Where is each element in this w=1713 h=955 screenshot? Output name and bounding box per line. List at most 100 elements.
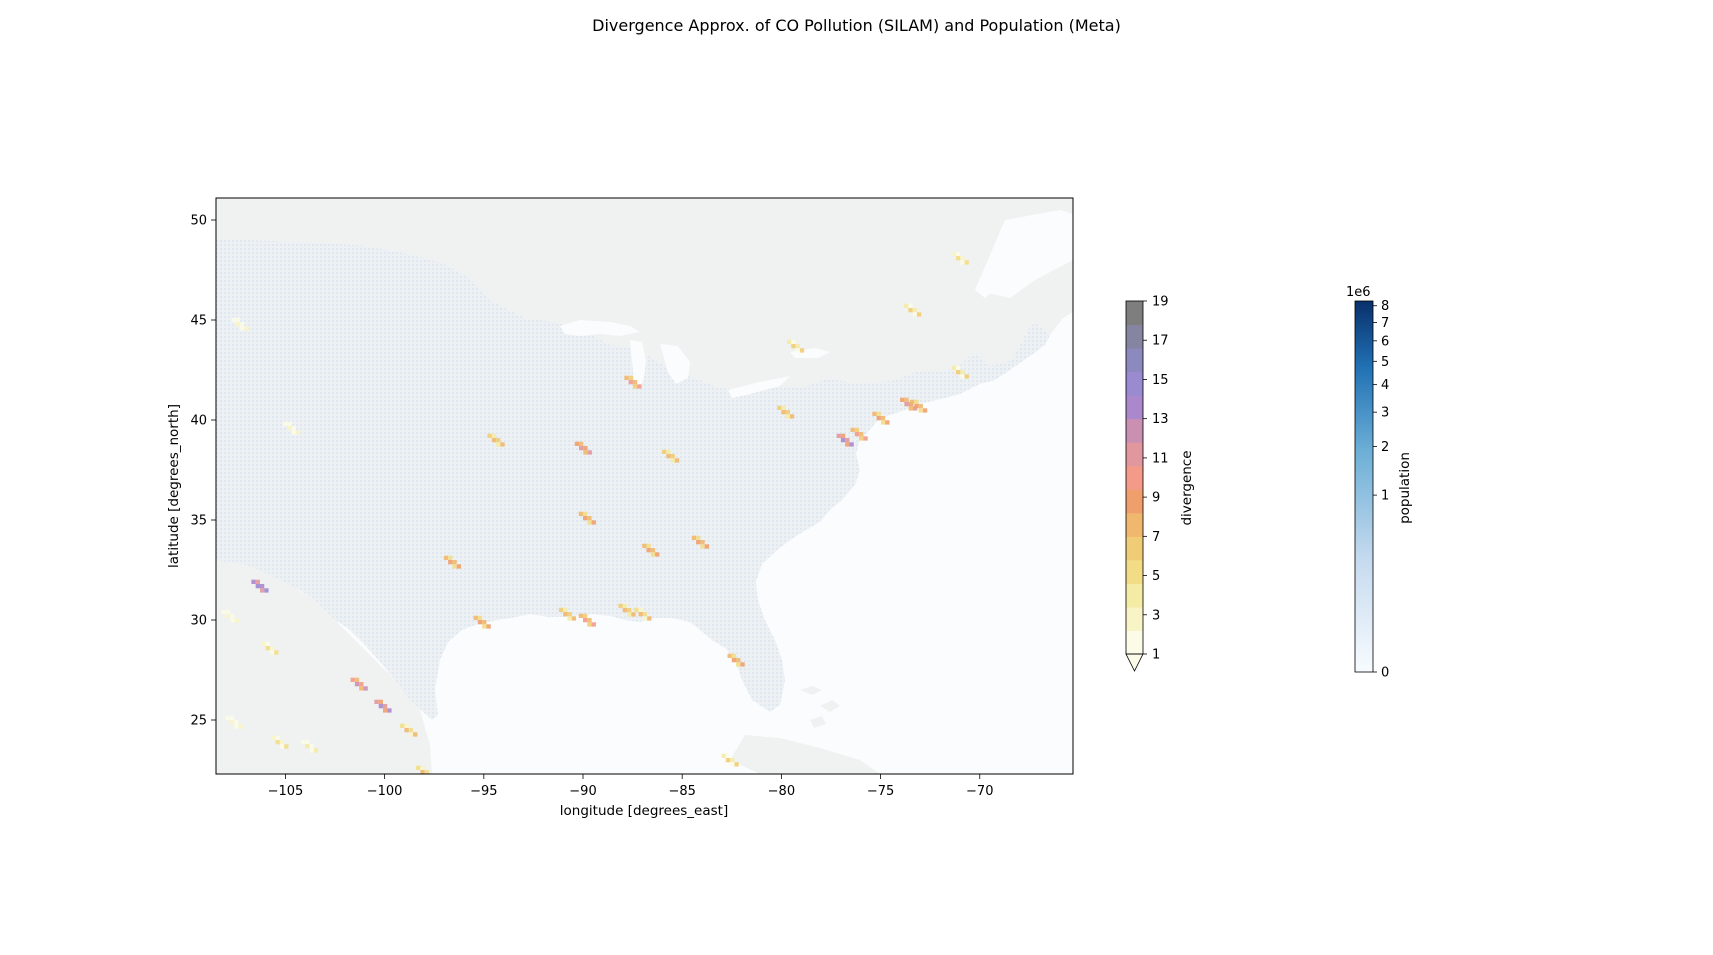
hotspot-cell (632, 384, 638, 389)
hotspot-cell (908, 406, 913, 411)
divergence-hotspot (558, 607, 577, 621)
hotspot-cell (650, 548, 656, 553)
divergence-hotspot (721, 753, 739, 767)
hotspot-cell (238, 724, 243, 729)
x-tick-label: −90 (569, 784, 596, 799)
hotspot-cell (904, 402, 909, 407)
population-tick-label: 1 (1381, 489, 1389, 504)
hotspot-cell (456, 564, 462, 569)
hotspot-cell (622, 608, 627, 613)
divergence-hotspot (261, 641, 279, 655)
hotspot-cell (230, 614, 235, 619)
population-colorbar-frame (1354, 300, 1374, 673)
hotspot-cell (291, 426, 297, 431)
hotspot-cell (696, 535, 701, 540)
divergence-hotspot (578, 511, 596, 525)
hotspot-cell (785, 414, 790, 419)
y-tick-label: 45 (190, 314, 207, 329)
hotspot-cell (231, 317, 236, 322)
hotspot-cell (259, 588, 265, 593)
divergence-colorbar-segment (1126, 442, 1143, 467)
hotspot-cell (859, 432, 864, 437)
divergence-colorbar-segment (1126, 395, 1143, 420)
divergence-tick-label: 17 (1152, 334, 1169, 349)
divergence-hotspot (416, 765, 429, 778)
population-tick-label: 6 (1381, 334, 1389, 349)
st-lawrence-river (975, 225, 1065, 298)
divergence-hotspot (642, 543, 660, 557)
divergence-colorbar-segment (1126, 536, 1143, 561)
hotspot-cell (275, 740, 280, 745)
hotspot-cell (477, 620, 483, 625)
hotspot-cell (628, 375, 633, 380)
divergence-tick-label: 9 (1152, 491, 1160, 506)
hotspot-cell (496, 438, 501, 443)
hotspot-cell (666, 449, 671, 454)
hotspot-cell (960, 370, 965, 375)
hotspot-cell (363, 686, 368, 691)
hotspot-cell (840, 433, 846, 438)
hotspot-cell (876, 411, 881, 416)
divergence-hotspot (951, 251, 969, 265)
caribbean-islands (730, 735, 880, 774)
usa-land (216, 240, 1050, 720)
divergence-colorbar-extend-arrow (1125, 653, 1144, 672)
hotspot-cell (350, 677, 355, 682)
divergence-colorbar-segment (1126, 418, 1143, 443)
hotspot-cell (914, 399, 919, 404)
hotspot-cell (571, 616, 577, 621)
hotspot-cell (795, 348, 800, 353)
divergence-colorbar-segment (1126, 465, 1143, 490)
hotspot-cell (486, 624, 491, 629)
hotspot-cell (574, 441, 580, 446)
hotspot-cell (240, 326, 245, 331)
hotspot-cell (284, 744, 289, 749)
divergence-hotspot (283, 421, 301, 435)
divergence-hotspot (624, 375, 642, 389)
hotspot-cell (854, 432, 860, 437)
hotspot-cell (960, 256, 965, 261)
hotspot-cell (261, 641, 266, 646)
divergence-hotspot (300, 739, 319, 753)
y-tick-label: 25 (190, 714, 207, 729)
divergence-tick-label: 3 (1152, 608, 1160, 623)
hotspot-cell (734, 762, 739, 767)
divergence-hotspot (473, 615, 491, 629)
x-tick-label: −70 (966, 784, 993, 799)
hotspot-cell (500, 442, 505, 447)
divergence-hotspot (727, 653, 745, 667)
hotspot-cell (491, 433, 497, 438)
divergence-hotspot (578, 613, 596, 627)
divergence-hotspot (618, 603, 636, 617)
hotspot-cell (387, 708, 392, 713)
hotspot-cell (287, 426, 292, 431)
hotspot-cell (309, 744, 314, 749)
population-tick-label: 4 (1381, 378, 1389, 393)
hotspot-cell (836, 433, 841, 438)
hotspot-cell (229, 715, 235, 720)
hotspot-cell (496, 442, 501, 447)
hotspot-cell (781, 410, 786, 415)
hotspot-cell (670, 458, 675, 463)
divergence-colorbar-segment (1126, 489, 1143, 514)
hotspot-cell (840, 438, 846, 443)
hotspot-cell (255, 579, 260, 584)
population-tick-label: 3 (1381, 406, 1389, 421)
population-colorbar-label: population (1397, 452, 1413, 524)
hotspot-cell (904, 303, 909, 308)
hotspot-cell (900, 397, 905, 402)
hotspot-cell (587, 516, 592, 521)
divergence-hotspot (400, 723, 418, 737)
hotspot-cell (583, 613, 588, 618)
hotspot-cell (359, 682, 364, 687)
hotspot-cell (731, 658, 737, 663)
hotspot-cell (425, 774, 429, 778)
hotspot-cell (791, 339, 796, 344)
y-axis-label: latitude [degrees_north] (166, 404, 182, 568)
hotspot-cell (908, 303, 913, 308)
hotspot-cell (579, 441, 584, 446)
hotspot-cell (646, 543, 651, 548)
